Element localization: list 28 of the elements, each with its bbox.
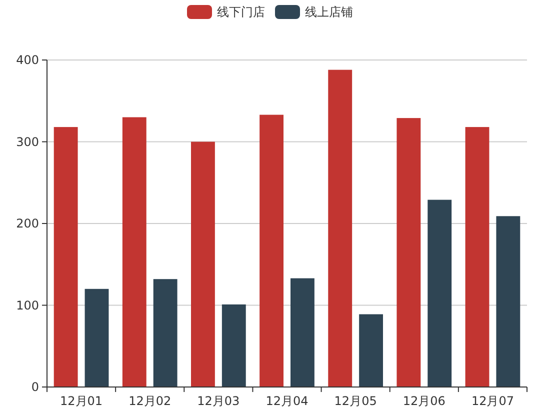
bar xyxy=(465,127,490,387)
bar xyxy=(222,304,246,387)
legend-label: 线上店铺 xyxy=(305,5,353,20)
x-tick-label: 12月03 xyxy=(197,394,240,408)
x-tick-label: 12月06 xyxy=(402,394,446,408)
bar xyxy=(84,288,109,387)
bar xyxy=(428,200,452,387)
bar xyxy=(153,279,178,387)
y-tick-label: 0 xyxy=(31,380,39,394)
bar xyxy=(328,70,352,387)
y-tick-label: 100 xyxy=(16,298,39,312)
bar xyxy=(122,117,146,387)
bar xyxy=(496,216,520,387)
y-tick-label: 200 xyxy=(16,216,39,231)
x-tick-label: 12月02 xyxy=(128,394,172,408)
x-tick-label: 12月07 xyxy=(471,394,514,408)
bar xyxy=(290,278,314,387)
bar xyxy=(359,314,383,387)
x-tick-label: 12月01 xyxy=(60,394,103,408)
bar xyxy=(260,114,284,387)
y-tick-label: 400 xyxy=(16,53,39,68)
x-tick-label: 12月04 xyxy=(266,394,308,408)
bar xyxy=(396,118,421,387)
bar xyxy=(54,127,78,387)
legend-label: 线下门店 xyxy=(217,5,265,20)
y-tick-label: 300 xyxy=(16,134,39,149)
x-tick-label: 12月05 xyxy=(334,394,377,408)
bar xyxy=(191,142,215,387)
